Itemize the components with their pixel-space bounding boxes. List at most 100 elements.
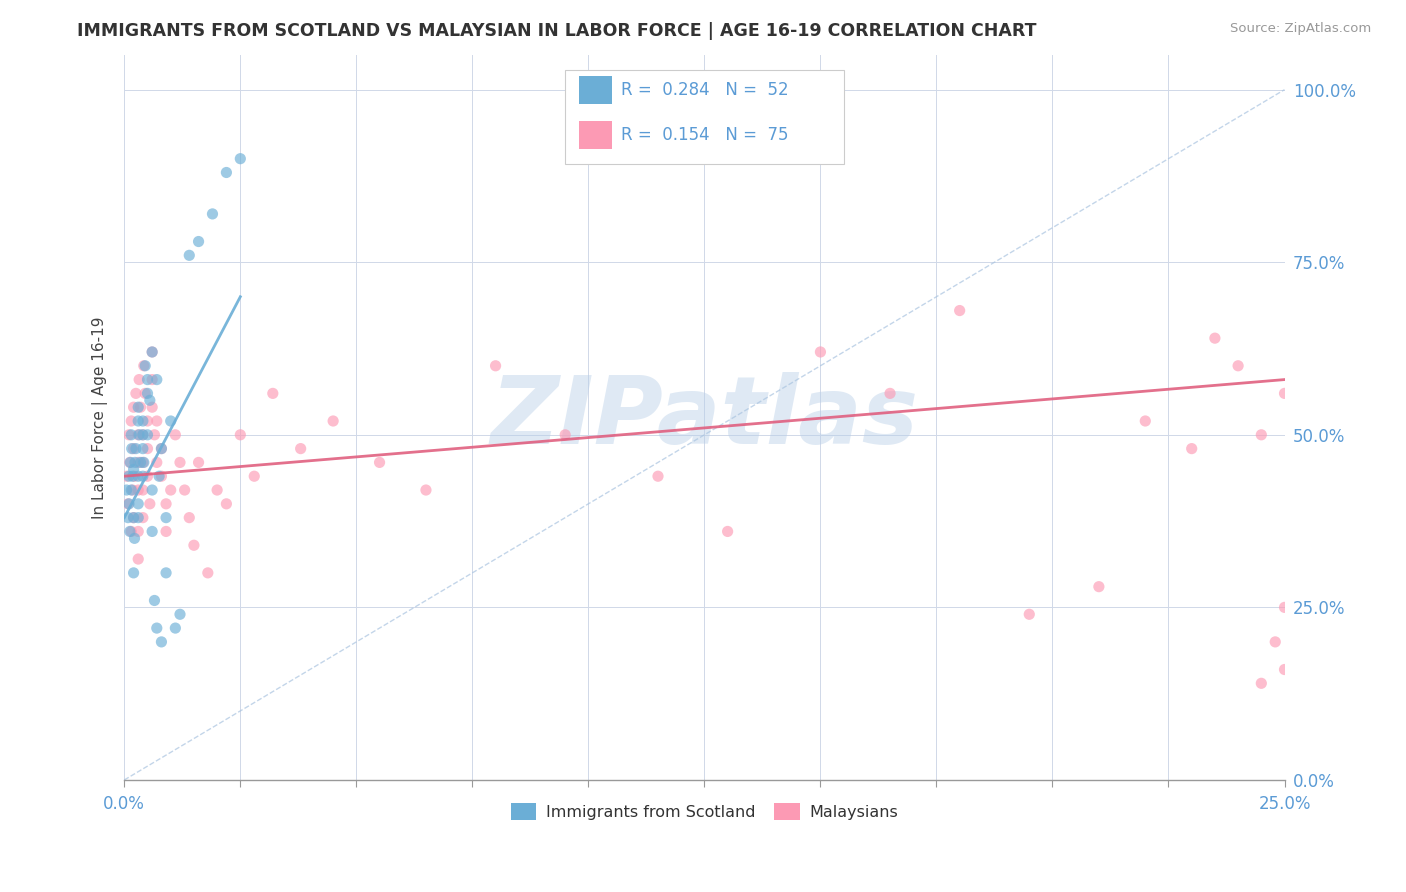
Point — [159, 483, 181, 497]
Point — [127, 497, 149, 511]
Point — [141, 524, 163, 539]
Point — [132, 427, 155, 442]
Point — [810, 345, 832, 359]
Point — [127, 510, 149, 524]
Point — [150, 442, 173, 456]
Point — [132, 455, 155, 469]
Point — [127, 469, 149, 483]
Point — [179, 510, 201, 524]
Point — [290, 442, 312, 456]
Point — [717, 524, 740, 539]
Point — [124, 469, 146, 483]
Point — [179, 248, 201, 262]
Point — [146, 414, 169, 428]
Point — [128, 427, 150, 442]
Point — [165, 427, 187, 442]
Point — [141, 345, 163, 359]
Text: R =  0.154   N =  75: R = 0.154 N = 75 — [621, 126, 789, 144]
Point — [127, 455, 149, 469]
Y-axis label: In Labor Force | Age 16-19: In Labor Force | Age 16-19 — [93, 317, 108, 519]
Point — [118, 455, 141, 469]
Point — [120, 455, 142, 469]
Point — [128, 373, 150, 387]
FancyBboxPatch shape — [579, 121, 612, 149]
Point — [229, 427, 252, 442]
Point — [118, 469, 141, 483]
Point — [120, 483, 142, 497]
Text: Source: ZipAtlas.com: Source: ZipAtlas.com — [1230, 22, 1371, 36]
Text: IMMIGRANTS FROM SCOTLAND VS MALAYSIAN IN LABOR FORCE | AGE 16-19 CORRELATION CHA: IMMIGRANTS FROM SCOTLAND VS MALAYSIAN IN… — [77, 22, 1036, 40]
Point — [136, 442, 159, 456]
FancyBboxPatch shape — [579, 76, 612, 103]
Point — [554, 427, 576, 442]
Point — [139, 393, 162, 408]
Point — [1274, 386, 1296, 401]
Point — [169, 455, 191, 469]
Point — [125, 386, 148, 401]
Point — [243, 469, 266, 483]
Point — [647, 469, 669, 483]
Point — [169, 607, 191, 622]
Point — [150, 469, 173, 483]
Point — [132, 442, 155, 456]
Point — [150, 635, 173, 649]
Point — [118, 427, 141, 442]
Point — [122, 400, 145, 414]
Point — [215, 497, 238, 511]
Point — [134, 359, 156, 373]
Point — [159, 414, 181, 428]
Point — [949, 303, 972, 318]
Point — [118, 524, 141, 539]
Point — [129, 455, 152, 469]
Point — [121, 469, 143, 483]
Legend: Immigrants from Scotland, Malaysians: Immigrants from Scotland, Malaysians — [505, 797, 904, 826]
Point — [132, 483, 155, 497]
Point — [117, 497, 139, 511]
Point — [127, 414, 149, 428]
Point — [148, 469, 170, 483]
Point — [187, 235, 209, 249]
Point — [1274, 600, 1296, 615]
Point — [155, 524, 177, 539]
Point — [117, 510, 139, 524]
Point — [139, 497, 162, 511]
Point — [484, 359, 506, 373]
Point — [173, 483, 195, 497]
Point — [215, 165, 238, 179]
Point — [132, 469, 155, 483]
Point — [124, 455, 146, 469]
Point — [124, 532, 146, 546]
Point — [120, 524, 142, 539]
Point — [879, 386, 901, 401]
Point — [122, 566, 145, 580]
Point — [127, 524, 149, 539]
Point — [122, 442, 145, 456]
Point — [141, 345, 163, 359]
Point — [183, 538, 205, 552]
Point — [118, 497, 141, 511]
Point — [368, 455, 391, 469]
Point — [141, 400, 163, 414]
Point — [415, 483, 437, 497]
Point — [122, 510, 145, 524]
Point — [136, 386, 159, 401]
Point — [136, 469, 159, 483]
Point — [136, 373, 159, 387]
Point — [146, 621, 169, 635]
Point — [201, 207, 224, 221]
Point — [120, 427, 142, 442]
Point — [146, 455, 169, 469]
Point — [127, 552, 149, 566]
Point — [136, 414, 159, 428]
Point — [262, 386, 284, 401]
Point — [155, 497, 177, 511]
Point — [120, 414, 142, 428]
Point — [132, 455, 155, 469]
Point — [141, 483, 163, 497]
Point — [121, 483, 143, 497]
Point — [1227, 359, 1250, 373]
Point — [1018, 607, 1040, 622]
Point — [127, 427, 149, 442]
Point — [115, 483, 138, 497]
Point — [132, 427, 155, 442]
